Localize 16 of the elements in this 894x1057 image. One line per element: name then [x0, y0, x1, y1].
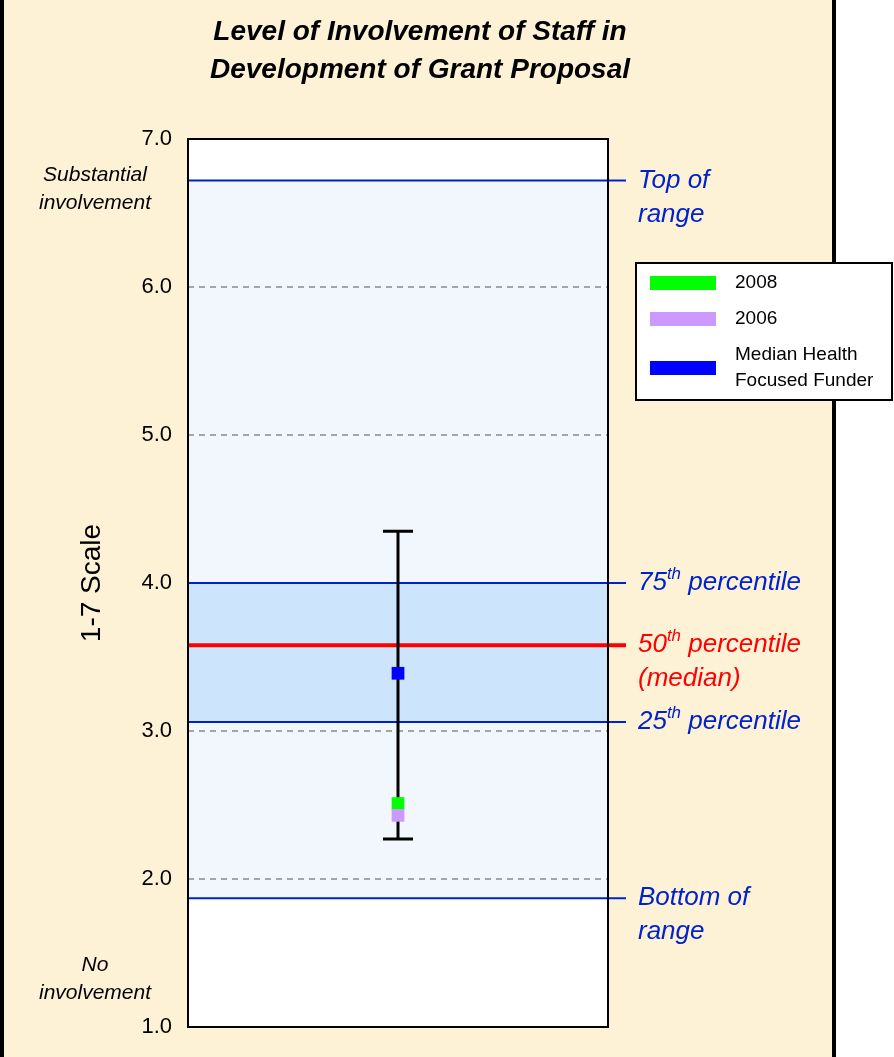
text: No involvement [38, 951, 153, 1003]
y-tick-label: 5.0 [141, 421, 172, 447]
legend-label: Median Health Focused Funder [735, 343, 875, 391]
legend-label: 2008 [735, 271, 778, 293]
y-tick-label: 6.0 [141, 273, 172, 299]
ref-line-label: Bottom of range [638, 881, 753, 946]
y-tick-label: 1.0 [141, 1013, 172, 1039]
y-tick-label: 7.0 [141, 125, 172, 151]
y-axis-title: 1-7 Scale [74, 523, 106, 643]
y-tick-label: 3.0 [141, 717, 172, 743]
y-tick-label: 2.0 [141, 865, 172, 891]
y-tick-label: 4.0 [141, 569, 172, 595]
text: Substantial involvement [38, 161, 153, 213]
ref-line-label: Top of range [638, 163, 713, 228]
legend-label: 2006 [735, 307, 778, 329]
chart-title: Level of Involvement of Staff in Development of Grant Proposal [209, 14, 632, 84]
